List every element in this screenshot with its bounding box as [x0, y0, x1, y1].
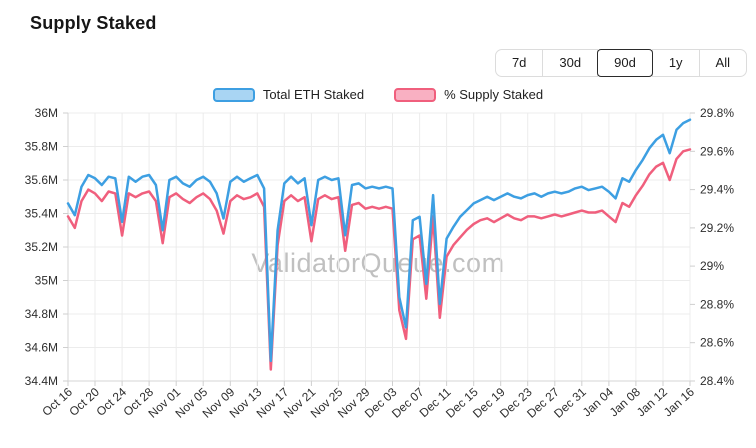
- right-axis-labels: 29.8% 29.6% 29.4% 29.2% 29% 28.8% 28.6% 28.4%: [700, 106, 734, 388]
- legend-item-percent-supply-staked[interactable]: % Supply Staked: [394, 87, 543, 102]
- svg-text:35.8M: 35.8M: [25, 140, 58, 154]
- svg-text:35.2M: 35.2M: [25, 240, 58, 254]
- legend-label-percent-supply-staked: % Supply Staked: [444, 87, 544, 102]
- svg-text:29.2%: 29.2%: [700, 221, 734, 235]
- legend-swatch-blue: [212, 87, 255, 102]
- left-axis-labels: 36M 35.8M 35.6M 35.4M 35.2M 35M 34.8M 34.6M 34.4…: [25, 106, 58, 388]
- svg-text:29.6%: 29.6%: [700, 144, 734, 158]
- page-title: Supply Staked: [30, 13, 157, 33]
- legend-label-total-eth-staked: Total ETH Staked: [262, 87, 365, 102]
- svg-text:35.4M: 35.4M: [25, 207, 58, 221]
- legend-swatch-pink: [394, 87, 437, 102]
- svg-text:28.8%: 28.8%: [700, 297, 734, 311]
- svg-text:34.6M: 34.6M: [25, 341, 58, 355]
- svg-text:Jan 16: Jan 16: [661, 385, 697, 420]
- svg-text:29.8%: 29.8%: [700, 106, 734, 120]
- svg-text:35.6M: 35.6M: [25, 173, 58, 187]
- svg-text:34.4M: 34.4M: [25, 374, 58, 388]
- range-button-90d[interactable]: 90d: [597, 49, 653, 77]
- legend-item-total-eth-staked[interactable]: Total ETH Staked: [212, 87, 365, 102]
- series-total-eth-staked: [66, 118, 692, 363]
- chart-legend: Total ETH Staked % Supply Staked: [0, 87, 756, 102]
- time-range-selector: 7d 30d 90d 1y All: [494, 49, 747, 77]
- tick-marks: [63, 112, 695, 386]
- svg-text:35M: 35M: [35, 274, 58, 288]
- svg-text:34.8M: 34.8M: [25, 307, 58, 321]
- svg-text:29.4%: 29.4%: [700, 183, 734, 197]
- svg-text:28.4%: 28.4%: [700, 374, 734, 388]
- svg-text:Oct 20: Oct 20: [66, 385, 102, 419]
- watermark: ValidatorQueue.com: [251, 248, 505, 278]
- svg-text:36M: 36M: [35, 106, 58, 120]
- range-button-all[interactable]: All: [698, 49, 747, 77]
- gridlines: [67, 112, 691, 382]
- svg-text:29%: 29%: [700, 259, 724, 273]
- series-supply-staked: [66, 148, 692, 371]
- svg-text:28.6%: 28.6%: [700, 336, 734, 350]
